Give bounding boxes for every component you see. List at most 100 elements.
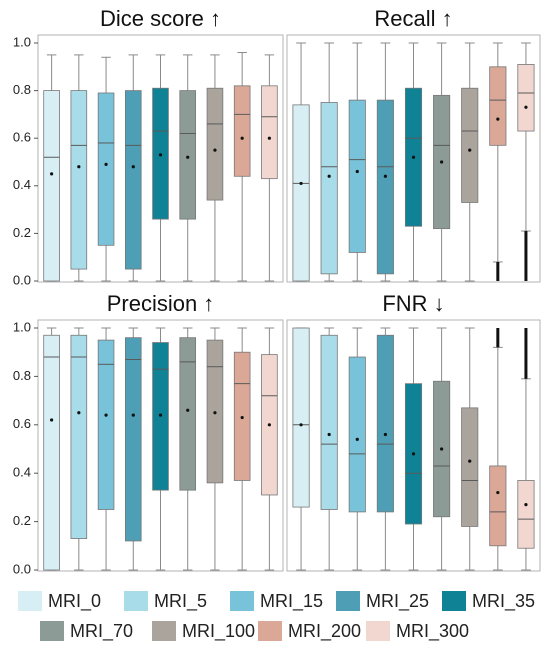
legend-item-mri-5: MRI_5 xyxy=(124,588,207,614)
panel-4-mri-5-box xyxy=(320,334,338,510)
legend-row-2: MRI_70 MRI_100 MRI_200 MRI_300 xyxy=(0,618,550,646)
panel-2-mri-5-box xyxy=(320,102,338,275)
panel-3-mri-300-mean-point xyxy=(267,423,271,427)
panel-3-mri-0-box xyxy=(43,334,60,571)
legend-swatch-mri-100 xyxy=(152,621,176,641)
legend-item-mri-15: MRI_15 xyxy=(230,588,323,614)
panel-3-mri-0-mean-point xyxy=(50,418,54,422)
panel-1-mri-200-mean-point xyxy=(240,136,244,140)
legend-label-mri-300: MRI_300 xyxy=(396,620,470,641)
panel-2-mri-0-box xyxy=(292,104,310,282)
panel-3-ytick-label: 1.0 xyxy=(13,319,31,334)
panel-3-ytick-label: 0.8 xyxy=(13,368,31,383)
panel-1-mri-25-box xyxy=(124,90,142,270)
panel-1-mri-5-mean-point xyxy=(77,165,81,169)
panel-2-mri-0-mean-point xyxy=(299,181,303,186)
legend-item-mri-35: MRI_35 xyxy=(442,588,535,614)
panel-3-mri-5-mean-point xyxy=(77,411,81,415)
legend-swatch-mri-15 xyxy=(230,591,254,611)
legend-swatch-mri-25 xyxy=(336,591,360,611)
panel-3-mri-25-mean-point xyxy=(131,413,135,417)
panel-1-title: Dice score ↑ xyxy=(100,6,221,31)
panel-3-ytick-label: 0.6 xyxy=(13,416,31,431)
panel-1-ytick-label: 0.2 xyxy=(13,225,31,240)
panel-1-mri-15-box xyxy=(97,92,115,246)
panel-4-mri-70-mean-point xyxy=(440,447,444,451)
panel-4-mri-15-mean-point xyxy=(355,437,359,441)
panel-1-mri-70-mean-point xyxy=(186,155,190,159)
panel-3-mri-5-box xyxy=(70,334,88,539)
panel-4-mri-0-mean-point xyxy=(299,423,303,427)
legend-swatch-mri-35 xyxy=(442,591,466,611)
panel-3-mri-25-box xyxy=(124,337,142,542)
legend-swatch-mri-5 xyxy=(124,591,148,611)
panel-2-mri-25-mean-point xyxy=(383,174,387,178)
panel-2-mri-15-mean-point xyxy=(355,169,359,174)
panel-4-title: FNR ↓ xyxy=(382,291,444,316)
legend-swatch-mri-200 xyxy=(258,621,282,641)
panel-1-ytick-label: 0.0 xyxy=(13,272,31,287)
legend-swatch-mri-300 xyxy=(366,621,390,641)
panel-4-mri-25-mean-point xyxy=(383,432,387,437)
legend-label-mri-35: MRI_35 xyxy=(472,590,536,611)
panel-3-mri-15-mean-point xyxy=(104,413,108,417)
panel-1-mri-300-box xyxy=(261,85,278,180)
panel-3-mri-15-box xyxy=(97,339,115,510)
panel-1-ytick-label: 0.6 xyxy=(13,130,31,145)
panel-1-mri-200-box xyxy=(233,85,251,177)
panel-4-mri-0-box xyxy=(292,327,310,508)
panel-1-mri-15-mean-point xyxy=(104,162,108,166)
panel-2-mri-200-mean-point xyxy=(496,117,500,121)
panel-2-mri-5-mean-point xyxy=(327,174,331,178)
panel-3-mri-35-mean-point xyxy=(158,413,163,417)
panel-1-mri-300-mean-point xyxy=(267,136,271,140)
panel-4-mri-35-mean-point xyxy=(411,452,416,456)
legend-item-mri-100: MRI_100 xyxy=(152,618,255,644)
panel-4-mri-100-box xyxy=(461,407,479,527)
panel-1-mri-100-mean-point xyxy=(213,148,217,152)
panel-2-mri-300-box xyxy=(517,64,535,132)
legend-row-1: MRI_0 MRI_5 MRI_15 MRI_25 MRI_35 xyxy=(0,588,550,616)
panel-1-mri-70-box xyxy=(179,90,197,220)
panel-1-mri-5-box xyxy=(70,90,88,270)
panel-2-mri-70-mean-point xyxy=(440,160,444,164)
panel-1-mri-35-mean-point xyxy=(158,153,163,157)
panel-4-mri-200-box xyxy=(489,465,507,547)
panel-2-mri-100-mean-point xyxy=(468,148,472,152)
legend-item-mri-0: MRI_0 xyxy=(18,588,101,614)
panel-2-mri-300-mean-point xyxy=(524,105,528,109)
legend-swatch-mri-70 xyxy=(40,621,64,641)
legend-label-mri-25: MRI_25 xyxy=(366,590,430,611)
legend-item-mri-200: MRI_200 xyxy=(258,618,361,644)
panel-3-mri-70-mean-point xyxy=(186,408,190,412)
panel-1-mri-25-mean-point xyxy=(131,165,135,169)
legend-item-mri-70: MRI_70 xyxy=(40,618,133,644)
legend-swatch-mri-0 xyxy=(18,591,42,611)
panel-4-mri-200-mean-point xyxy=(496,490,500,495)
legend-label-mri-100: MRI_100 xyxy=(182,620,256,641)
legend-label-mri-5: MRI_5 xyxy=(154,590,208,611)
legend: MRI_0 MRI_5 MRI_15 MRI_25 MRI_35 MRI_70 … xyxy=(0,588,550,647)
panel-1-ytick-label: 0.4 xyxy=(13,177,31,192)
legend-label-mri-200: MRI_200 xyxy=(288,620,362,641)
panel-2-title: Recall ↑ xyxy=(374,6,452,31)
legend-item-mri-300: MRI_300 xyxy=(366,618,469,644)
panel-3-ytick-label: 0.0 xyxy=(13,561,31,576)
panel-3-mri-100-mean-point xyxy=(213,411,217,415)
panel-4-mri-100-mean-point xyxy=(468,459,472,463)
panel-1-ytick-label: 0.8 xyxy=(13,82,31,97)
panel-4-mri-300-box xyxy=(517,480,535,549)
panel-1-mri-0-mean-point xyxy=(50,172,54,176)
panel-3-ytick-label: 0.4 xyxy=(13,465,31,480)
panel-4-mri-5-mean-point xyxy=(327,432,331,437)
panel-2-mri-200-box xyxy=(489,66,507,146)
panel-1-mri-100-box xyxy=(206,87,224,201)
legend-label-mri-0: MRI_0 xyxy=(48,590,102,611)
panel-2-mri-15-box xyxy=(348,99,366,253)
panel-2-mri-25-box xyxy=(376,99,394,275)
panel-3-mri-200-mean-point xyxy=(240,415,244,420)
panel-3-title: Precision ↑ xyxy=(107,291,215,316)
panel-2-mri-35-mean-point xyxy=(411,155,416,159)
legend-label-mri-70: MRI_70 xyxy=(70,620,134,641)
